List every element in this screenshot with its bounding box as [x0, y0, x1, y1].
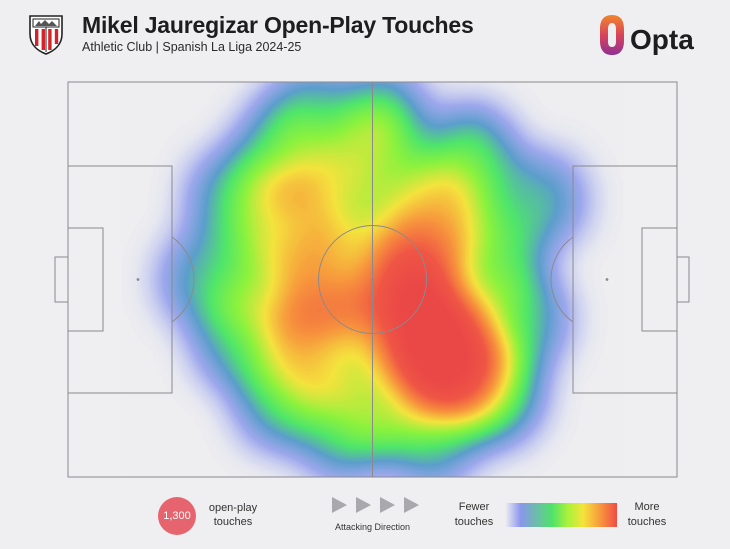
heat-blob-24	[163, 234, 241, 325]
attacking-direction-label: Attacking Direction	[334, 522, 411, 532]
touches-label: open-play touches	[208, 502, 258, 528]
heat-blob-26	[273, 82, 350, 155]
opta-logo: Opta	[600, 15, 694, 55]
heatmap-density-layer	[163, 82, 582, 477]
athletic-club-crest-icon	[29, 15, 63, 55]
heat-blob-10	[315, 218, 406, 325]
left-penalty-arc	[171, 236, 195, 323]
page-subtitle: Athletic Club | Spanish La Liga 2024-25	[82, 40, 302, 54]
heat-blob-27	[504, 155, 582, 246]
right-penalty-arc	[550, 236, 574, 323]
heat-blob-14	[426, 110, 514, 212]
attacking-direction-arrows-icon	[332, 497, 419, 513]
centre-spot	[371, 278, 374, 281]
right-goal	[676, 256, 690, 303]
touches-count-badge: 1,300	[158, 497, 196, 535]
heat-blob-25	[346, 82, 424, 159]
more-touches-label: More touches	[627, 501, 667, 528]
fewer-touches-label: Fewer touches	[454, 501, 494, 528]
right-penalty-spot	[605, 278, 609, 281]
heat-blob-23	[485, 272, 565, 366]
heat-blob-21	[301, 382, 383, 477]
centre-circle	[318, 225, 427, 334]
heat-blob-20	[192, 153, 273, 248]
heat-blob-22	[393, 391, 473, 477]
opta-wordmark: Opta	[630, 24, 694, 55]
left-penalty-spot	[136, 278, 140, 281]
left-goal	[54, 256, 69, 303]
page-title: Mikel Jauregizar Open-Play Touches	[82, 12, 474, 38]
color-scale-bar	[505, 503, 617, 527]
